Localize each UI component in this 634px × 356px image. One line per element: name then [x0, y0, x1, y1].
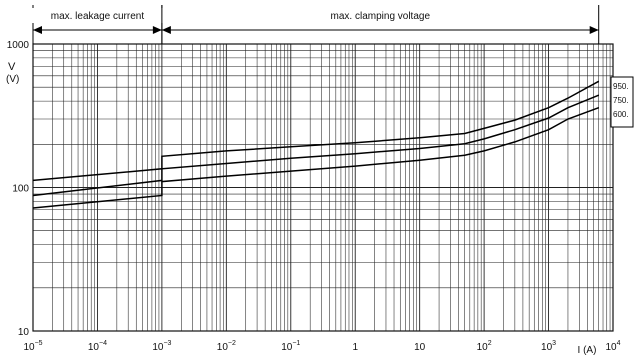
- y-tick-label: 10: [18, 327, 30, 338]
- arrow-head-left: [33, 26, 42, 34]
- y-axis-label-unit: (V): [6, 74, 19, 85]
- x-axis-label: I (A): [578, 345, 597, 356]
- x-tick-label: 10−1: [281, 340, 300, 353]
- x-tick-label: 1: [352, 342, 358, 353]
- series-layer: [32, 80, 600, 209]
- series-line-950: [32, 80, 600, 182]
- x-tick-label: 103: [541, 340, 556, 353]
- arrow-head-left: [161, 26, 171, 34]
- legend-label: 750.: [613, 96, 629, 105]
- region-annotations: max. leakage current max. clamping voltag…: [27, 5, 600, 44]
- x-tick-label: 10−4: [88, 340, 107, 353]
- x-tick-label: 10−2: [217, 340, 236, 353]
- series-line-600: [32, 106, 599, 209]
- series-line-750: [32, 94, 599, 197]
- y-axis-label-symbol: V: [8, 61, 16, 73]
- arrow-head-right: [589, 26, 599, 34]
- x-tick-label: 102: [477, 340, 492, 353]
- region-label: max. leakage current: [51, 11, 145, 22]
- x-tick-label: 10: [414, 342, 426, 353]
- x-tick-label: 104: [605, 340, 620, 353]
- region-label: max. clamping voltage: [331, 11, 431, 22]
- y-tick-label: 1000: [7, 40, 30, 51]
- legend-box: [610, 76, 634, 128]
- axis-tick-labels: 10−5 10−4 10−3 10−2 10−1 1 10 102 103 104 10 100 100…: [7, 40, 621, 353]
- region-label-bg: [27, 8, 168, 23]
- y-tick-label: 100: [12, 184, 29, 195]
- legend-label: 600.: [613, 110, 629, 119]
- legend: 950. 750. 600.: [610, 76, 634, 128]
- region-annotation: max. clamping voltage: [161, 5, 600, 44]
- plot-frame: [32, 43, 614, 332]
- legend-label: 950.: [613, 82, 629, 91]
- arrow-head-right: [152, 26, 162, 34]
- region-annotation: max. leakage current: [27, 5, 168, 44]
- x-tick-label: 10−5: [23, 340, 42, 353]
- region-label-bg: [317, 8, 444, 23]
- x-tick-label: 10−3: [152, 340, 171, 353]
